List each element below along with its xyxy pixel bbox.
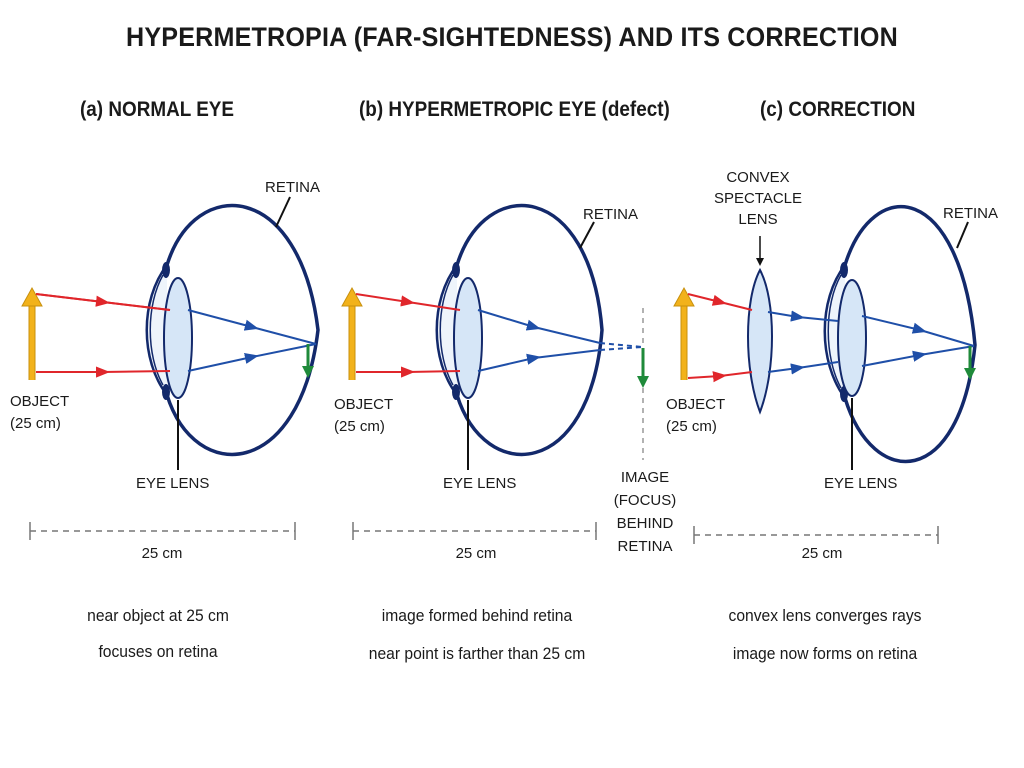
convex-spectacle-lens xyxy=(747,267,773,415)
refracted-ray xyxy=(187,309,317,345)
eyeball-outline xyxy=(455,203,604,457)
object-distance-label: (25 cm) xyxy=(334,418,385,435)
eye-lens-label: EYE LENS xyxy=(443,475,517,492)
object-arrow xyxy=(341,286,363,380)
caption-line-1: convex lens converges rays xyxy=(728,606,922,625)
panel-b-diagram xyxy=(341,203,649,540)
object-distance-label: (25 cm) xyxy=(666,418,717,435)
image-label-line-1: IMAGE xyxy=(620,469,670,486)
eyeball-outline xyxy=(843,204,977,464)
distance-label: 25 cm xyxy=(455,545,497,562)
panel-a-heading: (a) NORMAL EYE xyxy=(80,98,235,121)
image-arrow xyxy=(302,344,314,378)
caption-line-1: image formed behind retina xyxy=(381,606,573,625)
eye-lens xyxy=(163,277,193,399)
distance-marker xyxy=(693,526,939,544)
object-label: OBJECT xyxy=(666,396,726,413)
distance-marker xyxy=(352,522,597,540)
distance-label: 25 cm xyxy=(141,545,183,562)
eye-lens xyxy=(453,277,483,399)
object-distance-label: (25 cm) xyxy=(10,415,61,432)
image-arrow xyxy=(637,348,649,388)
cornea xyxy=(435,264,458,396)
eye-lens-label: EYE LENS xyxy=(824,475,898,492)
caption-line-1: near object at 25 cm xyxy=(87,606,229,625)
eyeball-outline xyxy=(165,203,320,457)
iris-top xyxy=(452,262,460,278)
iris-top xyxy=(840,262,848,278)
iris-top xyxy=(162,262,170,278)
iris-bottom xyxy=(452,384,460,400)
diagram-title: HYPERMETROPIA (FAR-SIGHTEDNESS) AND ITS … xyxy=(126,22,898,52)
object-arrow xyxy=(673,286,695,380)
caption-line-2: focuses on retina xyxy=(98,642,218,661)
panel-a-diagram xyxy=(21,196,320,540)
iris-bottom xyxy=(162,384,170,400)
panel-b-heading: (b) HYPERMETROPIC EYE (defect) xyxy=(359,98,670,121)
panel-c-diagram xyxy=(673,204,977,544)
caption-line-2: image now forms on retina xyxy=(732,644,918,663)
retina-label: RETINA xyxy=(265,179,321,196)
retina-label: RETINA xyxy=(583,206,639,223)
eye-lens-label: EYE LENS xyxy=(136,475,210,492)
object-label: OBJECT xyxy=(334,396,394,413)
image-arrow xyxy=(964,346,976,380)
retina-label: RETINA xyxy=(943,205,999,222)
distance-marker xyxy=(29,522,296,540)
image-label-line-2: (FOCUS) xyxy=(613,492,677,509)
convex-lens-label-line-2: SPECTACLE xyxy=(713,190,803,207)
convex-lens-label-line-3: LENS xyxy=(738,211,778,228)
image-label-line-4: RETINA xyxy=(617,538,673,555)
panel-c-heading: (c) CORRECTION xyxy=(760,98,916,121)
object-arrow xyxy=(21,286,43,380)
caption-line-2: near point is farther than 25 cm xyxy=(368,644,586,663)
eye-lens xyxy=(837,279,867,397)
cornea xyxy=(145,264,168,396)
image-label-line-3: BEHIND xyxy=(616,515,674,532)
convex-lens-label-line-1: CONVEX xyxy=(726,169,790,186)
distance-label: 25 cm xyxy=(801,545,843,562)
object-label: OBJECT xyxy=(10,393,70,410)
